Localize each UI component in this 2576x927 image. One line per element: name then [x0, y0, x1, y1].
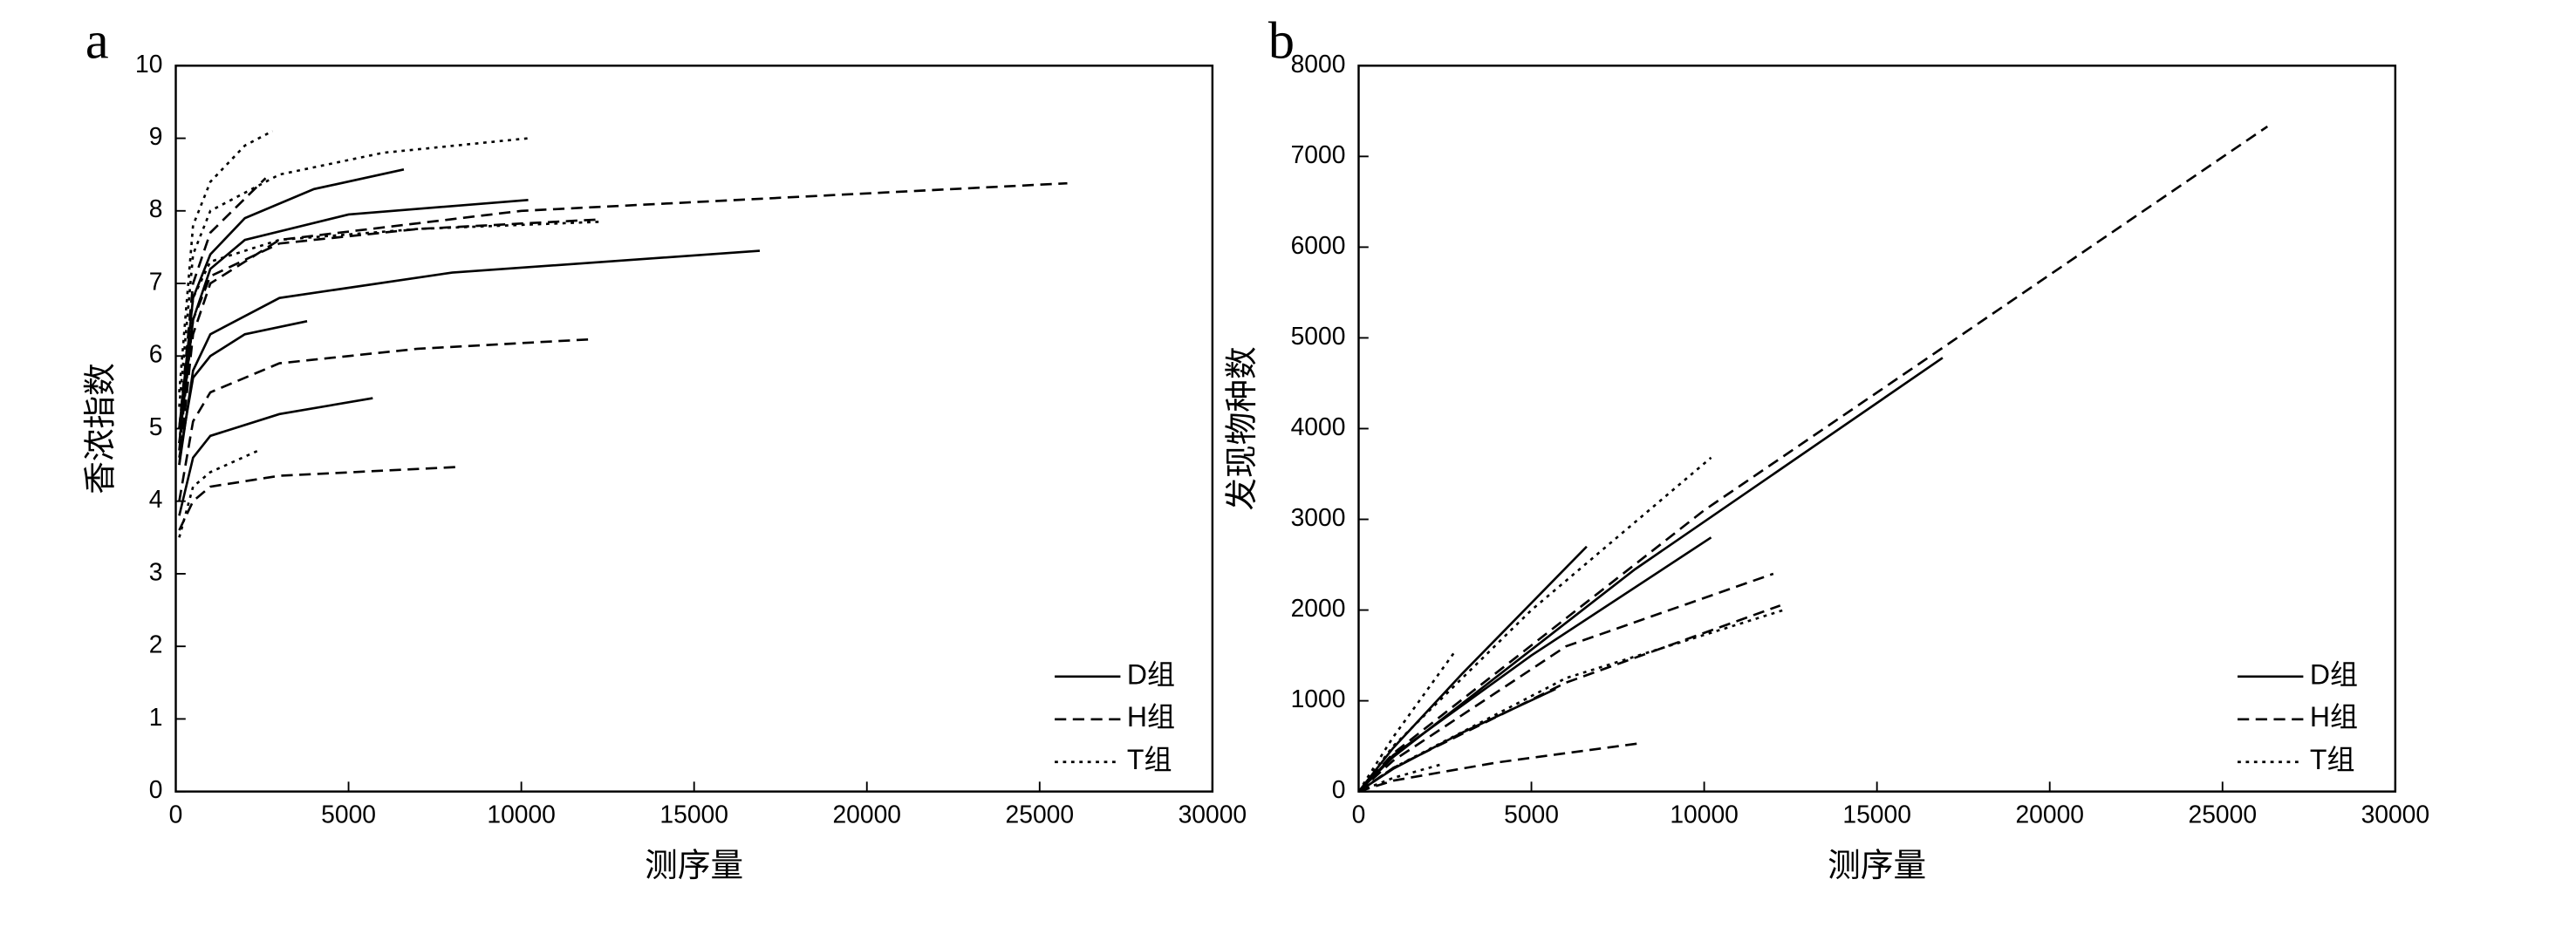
curve	[178, 320, 308, 459]
y-tick-label: 5000	[1291, 322, 1346, 350]
curve	[178, 168, 405, 429]
y-axis-label: 发现物种数	[1222, 346, 1261, 510]
curve	[178, 397, 373, 516]
x-tick-label: 30000	[2361, 800, 2430, 828]
y-tick-label: 8000	[1291, 50, 1346, 78]
x-tick-label: 25000	[2189, 800, 2258, 828]
legend-label: H组	[2310, 701, 2358, 733]
panel-label: b	[1268, 12, 1295, 71]
curve	[178, 337, 591, 501]
y-tick-label: 3	[149, 557, 163, 585]
y-axis-label: 香浓指数	[80, 363, 119, 494]
x-tick-label: 20000	[2015, 800, 2084, 828]
y-tick-label: 3000	[1291, 503, 1346, 531]
curve	[178, 137, 529, 407]
legend-label: T组	[1127, 744, 1172, 775]
y-tick-label: 4	[149, 485, 163, 513]
curve	[178, 177, 267, 429]
plot-frame	[174, 65, 1214, 793]
x-tick-label: 15000	[1842, 800, 1911, 828]
curve	[178, 181, 1068, 466]
x-tick-label: 0	[1352, 800, 1366, 828]
x-tick-label: 0	[169, 800, 183, 828]
x-tick-label: 25000	[1006, 800, 1075, 828]
legend-label: D组	[1127, 658, 1175, 690]
y-tick-label: 1000	[1291, 685, 1346, 712]
legend-label: D组	[2310, 658, 2358, 690]
y-tick-label: 8	[149, 194, 163, 222]
y-tick-label: 0	[149, 775, 163, 803]
legend-label: H组	[1127, 701, 1175, 733]
y-tick-label: 10	[135, 50, 162, 78]
x-tick-label: 10000	[487, 800, 556, 828]
curve	[178, 130, 274, 392]
curve	[178, 249, 761, 466]
x-axis-label: 测序量	[645, 846, 743, 884]
panel-label: a	[85, 12, 109, 71]
x-tick-label: 10000	[1670, 800, 1739, 828]
curve	[178, 220, 601, 444]
x-axis-label: 测序量	[1828, 846, 1926, 884]
legend-label: T组	[2310, 744, 2355, 775]
x-tick-label: 20000	[832, 800, 901, 828]
x-tick-label: 30000	[1179, 800, 1247, 828]
x-tick-label: 15000	[659, 800, 728, 828]
curve	[1357, 536, 1712, 793]
y-tick-label: 9	[149, 122, 163, 150]
curve	[1357, 604, 1781, 793]
curve	[1357, 609, 1785, 793]
y-tick-label: 2	[149, 630, 163, 658]
y-tick-label: 4000	[1291, 412, 1346, 440]
y-tick-label: 6	[149, 340, 163, 368]
y-tick-label: 1	[149, 703, 163, 731]
x-tick-label: 5000	[321, 800, 376, 828]
y-tick-label: 6000	[1291, 231, 1346, 259]
y-tick-label: 2000	[1291, 594, 1346, 622]
x-tick-label: 5000	[1504, 800, 1559, 828]
curve	[178, 449, 260, 538]
curve	[1358, 742, 1639, 793]
y-tick-label: 0	[1332, 775, 1346, 803]
y-tick-label: 7	[149, 267, 163, 295]
curve	[178, 466, 456, 531]
y-tick-label: 5	[149, 412, 163, 440]
y-tick-label: 7000	[1291, 140, 1346, 168]
plot-frame	[1357, 65, 2397, 793]
curve	[1357, 125, 2269, 793]
curve	[1357, 572, 1774, 793]
